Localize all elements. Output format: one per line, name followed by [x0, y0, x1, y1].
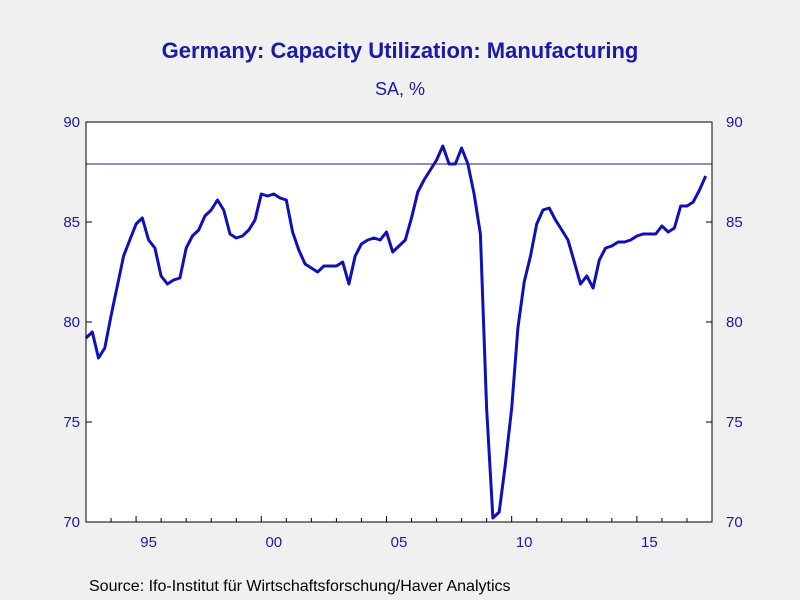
x-tick-label: 00: [265, 534, 282, 551]
source-note: Source: Ifo-Institut für Wirtschaftsfors…: [89, 578, 511, 595]
x-tick-label: 05: [391, 534, 408, 551]
x-tick-label: 95: [140, 534, 157, 551]
y-tick-label-right: 80: [726, 314, 743, 331]
plot-area: [86, 122, 712, 522]
y-tick-label-left: 85: [63, 214, 80, 231]
x-tick-label: 10: [516, 534, 533, 551]
y-tick-label-right: 75: [726, 414, 743, 431]
chart-title: Germany: Capacity Utilization: Manufactu…: [161, 38, 639, 63]
y-tick-label-left: 70: [63, 514, 80, 531]
y-tick-label-left: 90: [63, 114, 80, 131]
y-tick-label-left: 75: [63, 414, 80, 431]
y-tick-label-right: 85: [726, 214, 743, 231]
x-tick-label: 15: [641, 534, 658, 551]
y-tick-label-left: 80: [63, 314, 80, 331]
y-tick-label-right: 70: [726, 514, 743, 531]
y-tick-label-right: 90: [726, 114, 743, 131]
series-line-0: [84, 144, 708, 520]
chart-subtitle: SA, %: [374, 79, 426, 99]
